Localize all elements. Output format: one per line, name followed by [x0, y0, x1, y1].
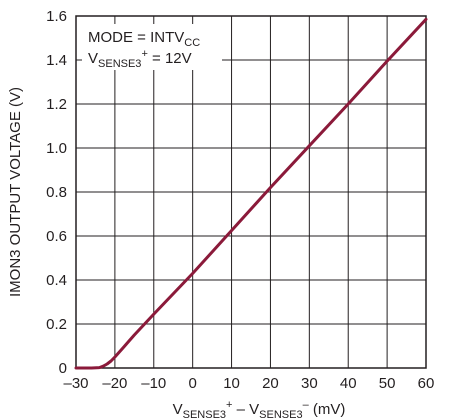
x-tick-label: 40	[340, 375, 357, 392]
grid	[76, 16, 426, 368]
plot-frame	[75, 15, 427, 369]
y-tick-label: 1.4	[46, 52, 67, 69]
series-group	[74, 17, 428, 370]
x-tick-label: –10	[141, 375, 166, 392]
x-tick-label: 60	[418, 375, 435, 392]
x-tick-label: –20	[102, 375, 127, 392]
annotation-mode: MODE = INTVCC	[88, 29, 200, 49]
annotation-background	[82, 24, 222, 70]
x-tick-label: 50	[379, 375, 396, 392]
annotation-vsense: VSENSE3+ = 12V	[88, 48, 192, 70]
x-tick-label: 0	[188, 375, 196, 392]
x-tick-labels: –30 –20 –10 0 10 20 30 40 50 60	[63, 375, 434, 392]
series-line	[74, 17, 428, 370]
y-tick-label: 0.4	[46, 272, 67, 289]
x-tick-label: –30	[63, 375, 88, 392]
x-tick-label: 30	[301, 375, 318, 392]
x-axis-label: VSENSE3+ – VSENSE3– (mV)	[173, 399, 346, 419]
y-tick-label: 1.6	[46, 8, 67, 25]
x-tick-label: 20	[262, 375, 279, 392]
y-axis-label: IMON3 OUTPUT VOLTAGE (V)	[7, 87, 24, 297]
y-tick-label: 0	[59, 360, 67, 377]
y-tick-label: 0.6	[46, 228, 67, 245]
x-tick-label: 10	[223, 375, 240, 392]
y-tick-label: 0.2	[46, 316, 67, 333]
y-tick-label: 0.8	[46, 184, 67, 201]
y-tick-label: 1.0	[46, 140, 67, 157]
y-tick-label: 1.2	[46, 96, 67, 113]
y-tick-labels: 0 0.2 0.4 0.6 0.8 1.0 1.2 1.4 1.6	[46, 8, 67, 377]
